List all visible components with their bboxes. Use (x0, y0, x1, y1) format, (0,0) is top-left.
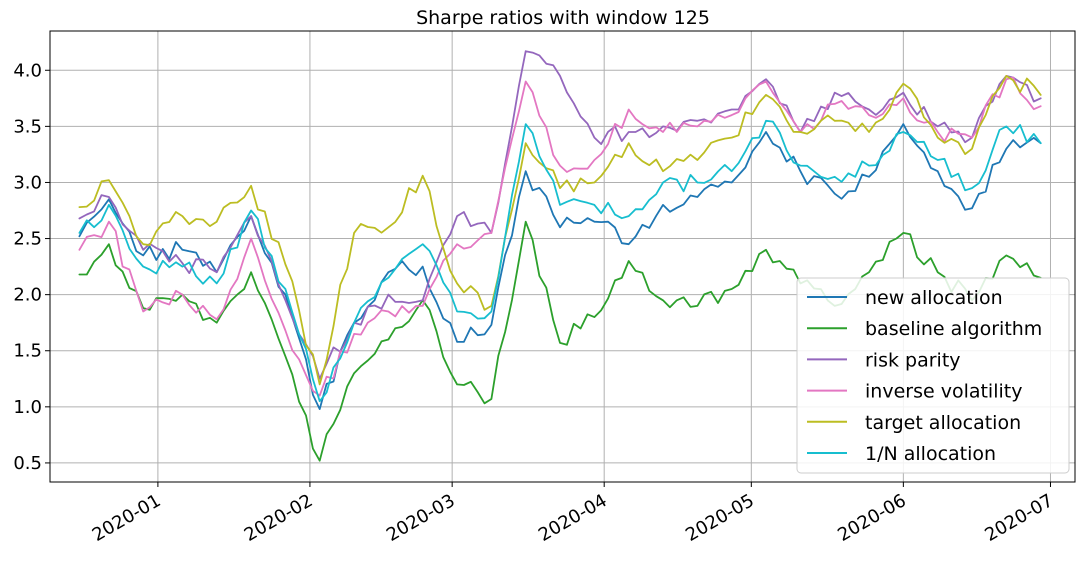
legend-label: 1/N allocation (865, 443, 996, 465)
series-line-5 (78, 75, 1042, 386)
y-tick-label: 4.0 (13, 60, 42, 81)
legend-label: new allocation (865, 287, 1003, 309)
series-layer (78, 50, 1042, 462)
series-line-3 (78, 50, 1042, 380)
legend-label: target allocation (865, 412, 1021, 434)
legend-label: risk parity (865, 349, 961, 371)
y-axis-ticks: 0.5 1.0 1.5 2.0 2.5 3.0 3.5 4.0 (13, 60, 50, 474)
y-tick-label: 1.5 (13, 341, 42, 362)
y-tick-label: 1.0 (13, 397, 42, 418)
plot-frame (49, 30, 1076, 483)
series-line-4 (78, 76, 1042, 397)
series-line-6 (78, 119, 1042, 403)
grid-layer (50, 31, 1075, 482)
y-tick-label: 2.5 (13, 229, 42, 250)
y-tick-label: 0.5 (13, 453, 42, 474)
y-tick-label: 2.0 (13, 285, 42, 306)
y-tick-label: 3.0 (13, 172, 42, 193)
legend-box (796, 277, 1070, 474)
y-tick-label: 3.5 (13, 116, 42, 137)
legend-label: baseline algorithm (865, 318, 1042, 340)
legend: new allocation baseline algorithm risk par… (796, 277, 1070, 474)
chart-title: Sharpe ratios with window 125 (416, 7, 710, 29)
series-line-2 (78, 220, 1042, 462)
legend-label: inverse volatility (865, 381, 1022, 403)
